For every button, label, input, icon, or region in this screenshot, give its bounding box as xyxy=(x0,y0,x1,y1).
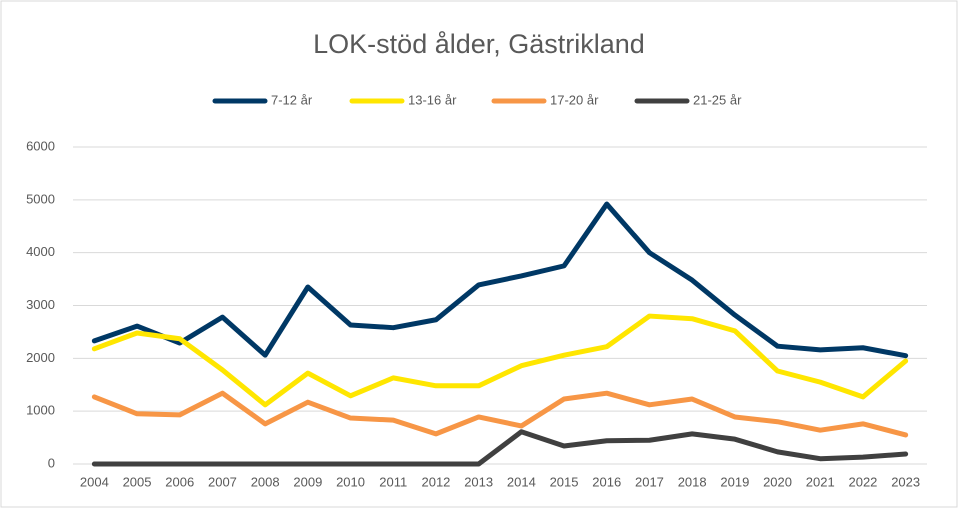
x-tick-label: 2007 xyxy=(208,474,237,489)
legend-label: 13-16 år xyxy=(408,92,457,107)
x-tick-label: 2020 xyxy=(763,474,792,489)
line-series xyxy=(91,313,909,408)
x-tick-label: 2010 xyxy=(336,474,365,489)
x-tick-label: 2013 xyxy=(464,474,493,489)
y-tick-label: 5000 xyxy=(26,191,55,206)
x-tick-label: 2006 xyxy=(165,474,194,489)
y-tick-label: 2000 xyxy=(26,350,55,365)
x-tick-label: 2018 xyxy=(678,474,707,489)
legend-label: 21-25 år xyxy=(693,92,742,107)
legend-label: 7-12 år xyxy=(271,92,313,107)
legend-label: 17-20 år xyxy=(550,92,599,107)
y-tick-label: 3000 xyxy=(26,297,55,312)
x-tick-label: 2014 xyxy=(507,474,536,489)
x-tick-label: 2017 xyxy=(635,474,664,489)
x-tick-label: 2015 xyxy=(550,474,579,489)
y-tick-label: 1000 xyxy=(26,403,55,418)
x-tick-label: 2022 xyxy=(848,474,877,489)
x-tick-label: 2023 xyxy=(891,474,920,489)
x-tick-label: 2012 xyxy=(421,474,450,489)
line-series xyxy=(91,201,909,359)
y-tick-label: 6000 xyxy=(26,138,55,153)
x-tick-label: 2016 xyxy=(592,474,621,489)
x-tick-label: 2021 xyxy=(806,474,835,489)
y-tick-label: 4000 xyxy=(26,244,55,259)
x-tick-label: 2004 xyxy=(80,474,109,489)
line-series xyxy=(91,429,909,467)
chart-title: LOK-stöd ålder, Gästrikland xyxy=(313,29,645,59)
line-series xyxy=(91,390,909,438)
y-tick-label: 0 xyxy=(48,455,55,470)
x-tick-label: 2005 xyxy=(123,474,152,489)
x-tick-label: 2008 xyxy=(251,474,280,489)
x-tick-label: 2019 xyxy=(720,474,749,489)
x-tick-label: 2011 xyxy=(379,474,407,489)
x-tick-label: 2009 xyxy=(293,474,322,489)
